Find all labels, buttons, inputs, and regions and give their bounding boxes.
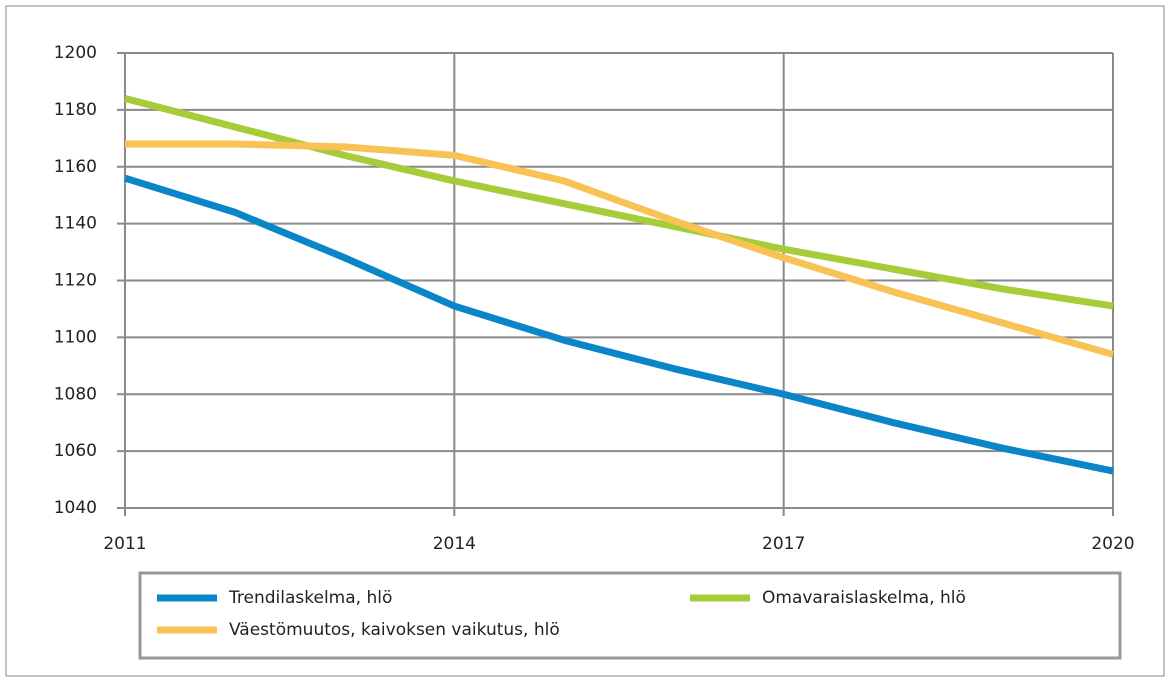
y-tick-label: 1140 [54,214,97,234]
y-tick-label: 1180 [54,100,97,120]
line-series [124,95,1114,310]
legend-label: Väestömuutos, kaivoksen vaikutus, hlö [229,620,560,640]
y-tick-label: 1060 [54,441,97,461]
line-series [125,140,1114,358]
x-tick-label: 2014 [433,534,476,554]
x-tick-label: 2020 [1091,534,1134,554]
x-tick-label: 2011 [103,534,146,554]
line-series [123,174,1114,475]
legend-label: Trendilaskelma, hlö [228,588,392,608]
y-tick-label: 1080 [54,384,97,404]
y-tick-label: 1200 [54,43,97,63]
legend-box [138,571,1122,660]
y-tick-label: 1160 [54,157,97,177]
x-tick-label: 2017 [762,534,805,554]
y-tick-label: 1100 [54,327,97,347]
legend-label: Omavaraislaskelma, hlö [762,588,966,608]
y-tick-label: 1120 [54,271,97,291]
y-tick-label: 1040 [54,498,97,518]
